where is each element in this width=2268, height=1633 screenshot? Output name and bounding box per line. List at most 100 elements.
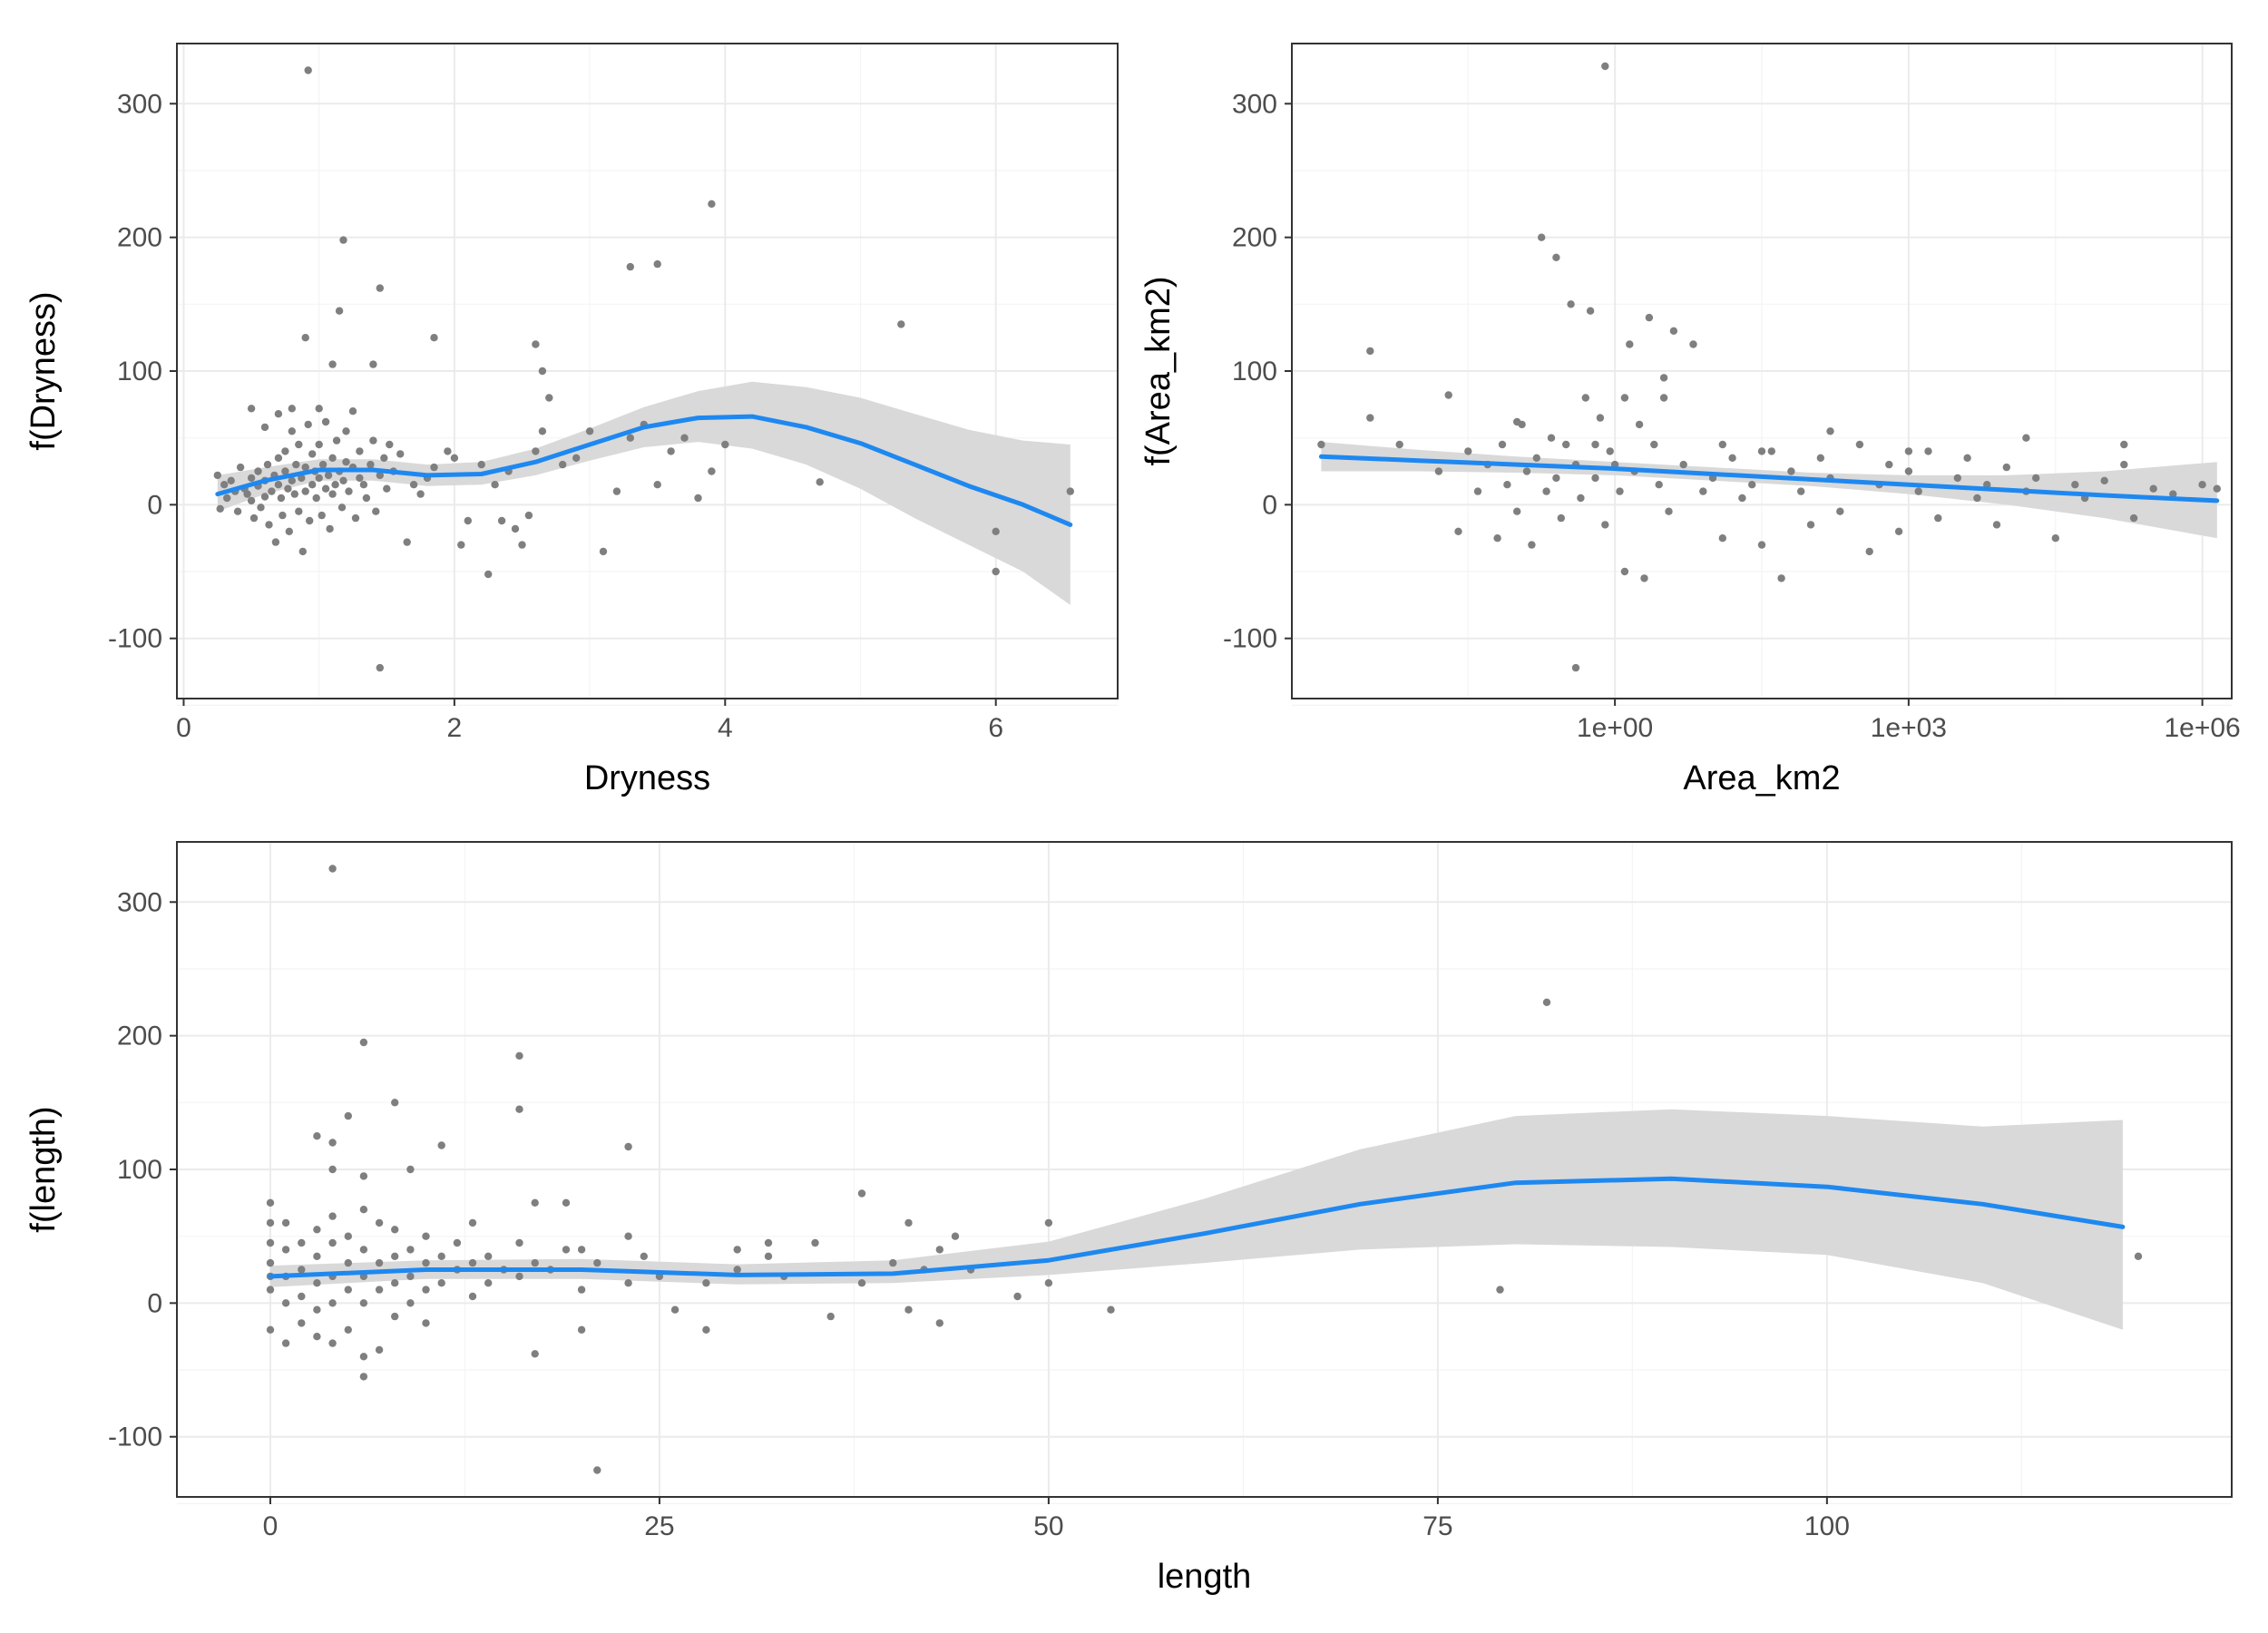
y-tick-label: 0	[147, 490, 162, 520]
data-point	[375, 1258, 384, 1267]
data-point	[593, 1466, 601, 1474]
data-point	[2032, 474, 2040, 483]
data-point	[1787, 467, 1795, 475]
data-point	[315, 474, 323, 483]
data-point	[2169, 490, 2177, 498]
data-point	[444, 447, 452, 455]
data-point	[328, 454, 337, 462]
data-point	[2198, 481, 2206, 489]
data-point	[437, 1141, 445, 1149]
data-point	[1640, 574, 1648, 582]
data-point	[1655, 481, 1663, 489]
data-point	[653, 481, 661, 489]
y-tick-label: 0	[147, 1288, 162, 1318]
data-point	[295, 507, 303, 515]
data-point	[1107, 1305, 1115, 1314]
data-point	[359, 1206, 368, 1214]
data-point	[315, 405, 323, 413]
data-point	[298, 474, 306, 483]
data-point	[391, 1312, 399, 1321]
data-point	[348, 407, 357, 416]
data-point	[624, 1232, 632, 1240]
data-point	[545, 394, 553, 402]
data-point	[328, 360, 337, 368]
data-point	[265, 521, 273, 529]
points-area	[1317, 62, 2221, 672]
data-point	[1454, 527, 1462, 535]
data-point	[1366, 347, 1374, 356]
data-point	[266, 1198, 275, 1208]
data-point	[236, 463, 245, 472]
data-point	[1473, 487, 1482, 495]
data-point	[279, 511, 287, 520]
data-point	[266, 1238, 275, 1247]
data-point	[453, 1238, 462, 1247]
data-point	[328, 1165, 337, 1174]
x-tick-label: 25	[644, 1511, 674, 1541]
data-point	[298, 1266, 306, 1274]
data-point	[1066, 487, 1075, 495]
data-point	[1586, 307, 1595, 315]
data-point	[515, 1238, 523, 1247]
data-point	[653, 259, 661, 269]
data-point	[306, 516, 314, 525]
panel-dryness: 0 2 4 6 -100 0 100 200 300 Dryness f(Dryness)	[24, 43, 1119, 797]
data-point	[359, 1246, 368, 1254]
data-point	[328, 1339, 337, 1347]
data-point	[532, 447, 540, 455]
data-point	[313, 1226, 321, 1234]
data-point	[1547, 434, 1556, 442]
data-point	[1983, 481, 1991, 489]
data-point	[359, 1299, 368, 1307]
data-point	[2022, 434, 2030, 442]
data-point	[1659, 374, 1668, 382]
x-ticks-area: 1e+00 1e+03 1e+06	[1577, 699, 2241, 743]
points-length	[266, 865, 2143, 1474]
data-point	[260, 493, 269, 501]
data-point	[1679, 460, 1687, 469]
data-point	[281, 1218, 290, 1227]
x-axis-title-dryness: Dryness	[584, 759, 710, 797]
data-point	[904, 1218, 913, 1227]
data-point	[274, 481, 283, 489]
data-point	[680, 434, 689, 442]
data-point	[243, 490, 251, 498]
data-point	[274, 454, 283, 462]
data-point	[518, 541, 526, 549]
data-point	[484, 1279, 493, 1287]
data-point	[301, 334, 309, 342]
data-point	[2071, 481, 2079, 489]
data-point	[1606, 447, 1614, 455]
data-point	[1577, 494, 1585, 503]
y-tick-label: 200	[1232, 223, 1277, 253]
data-point	[247, 405, 256, 413]
data-point	[1718, 534, 1727, 543]
data-point	[1904, 467, 1913, 475]
x-tick-label: 50	[1033, 1511, 1063, 1541]
data-point	[1699, 487, 1707, 495]
y-tick-label: -100	[1223, 624, 1277, 654]
data-point	[344, 1286, 352, 1294]
data-point	[301, 463, 309, 472]
data-point	[1836, 507, 1844, 515]
confidence-band-dryness	[217, 381, 1070, 605]
data-point	[1571, 663, 1580, 672]
data-point	[247, 496, 256, 505]
data-point	[263, 460, 272, 469]
data-point	[375, 1286, 384, 1294]
data-point	[951, 1232, 960, 1240]
data-point	[376, 663, 384, 672]
data-point	[249, 513, 259, 523]
data-point	[326, 524, 334, 533]
data-point	[1366, 414, 1374, 422]
panel-length: 0 25 50 75 100 -100 0 100 200 300 length f(lengt…	[24, 841, 2233, 1596]
data-point	[315, 440, 323, 449]
data-point	[281, 1299, 290, 1307]
x-tick-label: 1e+00	[1577, 713, 1653, 743]
data-point	[292, 460, 300, 469]
y-tick-label: 300	[117, 89, 162, 119]
data-point	[733, 1246, 741, 1254]
data-point	[284, 484, 292, 493]
data-point	[277, 494, 286, 503]
